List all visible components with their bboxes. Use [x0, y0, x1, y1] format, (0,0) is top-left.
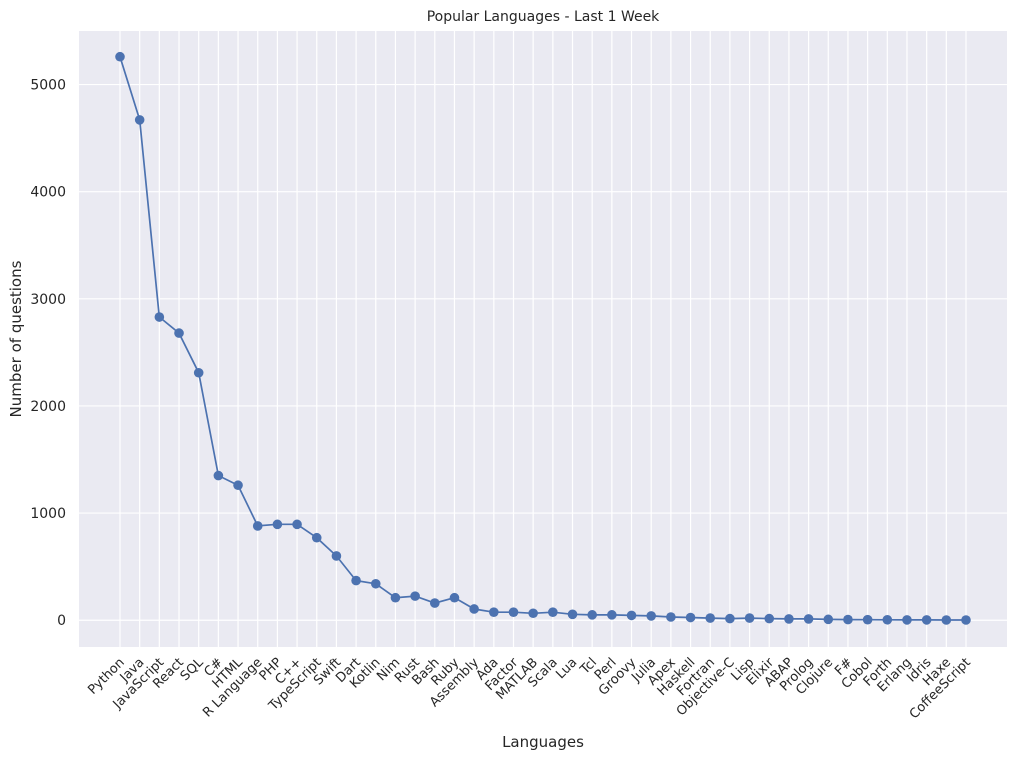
data-point-marker [174, 328, 184, 338]
y-tick-labels: 0 1000 2000 3000 4000 5000 [30, 78, 66, 630]
y-tick-label: 0 [57, 613, 66, 629]
y-tick-label: 4000 [30, 185, 66, 201]
data-point-marker [489, 607, 499, 617]
data-point-marker [744, 613, 755, 623]
data-point-marker [508, 607, 519, 617]
data-point-marker [351, 575, 361, 586]
data-point-marker [115, 51, 125, 62]
y-tick-label: 1000 [30, 506, 66, 522]
data-point-marker [705, 613, 716, 623]
data-point-marker [666, 612, 676, 622]
data-point-marker [272, 519, 283, 530]
data-point-marker [193, 367, 204, 378]
x-axis-label: Languages [502, 733, 584, 751]
data-point-marker [449, 592, 460, 603]
y-tick-label: 5000 [30, 78, 66, 94]
data-point-marker [902, 615, 912, 625]
data-point-marker [607, 610, 617, 620]
x-tick-label: Lua [553, 655, 580, 682]
data-point-marker [292, 519, 302, 530]
y-axis-label: Number of questions [7, 260, 25, 417]
data-point-marker [646, 611, 657, 621]
data-point-marker [252, 521, 263, 531]
data-point-marker [803, 614, 814, 624]
data-point-marker [626, 610, 637, 621]
chart-title: Popular Languages - Last 1 Week [427, 9, 660, 25]
data-point-marker [921, 615, 932, 625]
data-point-marker [429, 598, 440, 608]
plot-area [79, 31, 1007, 647]
data-point-marker [567, 609, 578, 620]
data-point-marker [390, 592, 401, 603]
data-point-marker [331, 551, 342, 561]
data-point-marker [587, 610, 597, 620]
data-point-marker [469, 604, 479, 614]
grid-lines [79, 31, 1007, 647]
series-markers [115, 51, 971, 625]
data-point-marker [311, 532, 322, 543]
data-point-marker [961, 615, 971, 625]
data-point-marker [213, 470, 224, 481]
data-point-marker [370, 578, 381, 589]
data-point-marker [410, 591, 420, 601]
data-point-marker [843, 614, 853, 625]
y-tick-label: 2000 [30, 399, 66, 415]
y-tick-label: 3000 [30, 292, 66, 308]
data-point-marker [548, 607, 558, 617]
data-point-marker [685, 612, 696, 623]
data-point-marker [823, 614, 834, 625]
data-point-marker [154, 312, 165, 322]
data-point-marker [528, 608, 538, 619]
data-point-marker [862, 614, 873, 625]
data-point-marker [134, 115, 145, 125]
data-point-marker [941, 615, 952, 625]
data-point-marker [764, 613, 775, 624]
data-point-marker [784, 614, 794, 624]
data-point-marker [725, 613, 735, 624]
data-point-marker [882, 614, 893, 625]
data-point-marker [233, 480, 243, 491]
